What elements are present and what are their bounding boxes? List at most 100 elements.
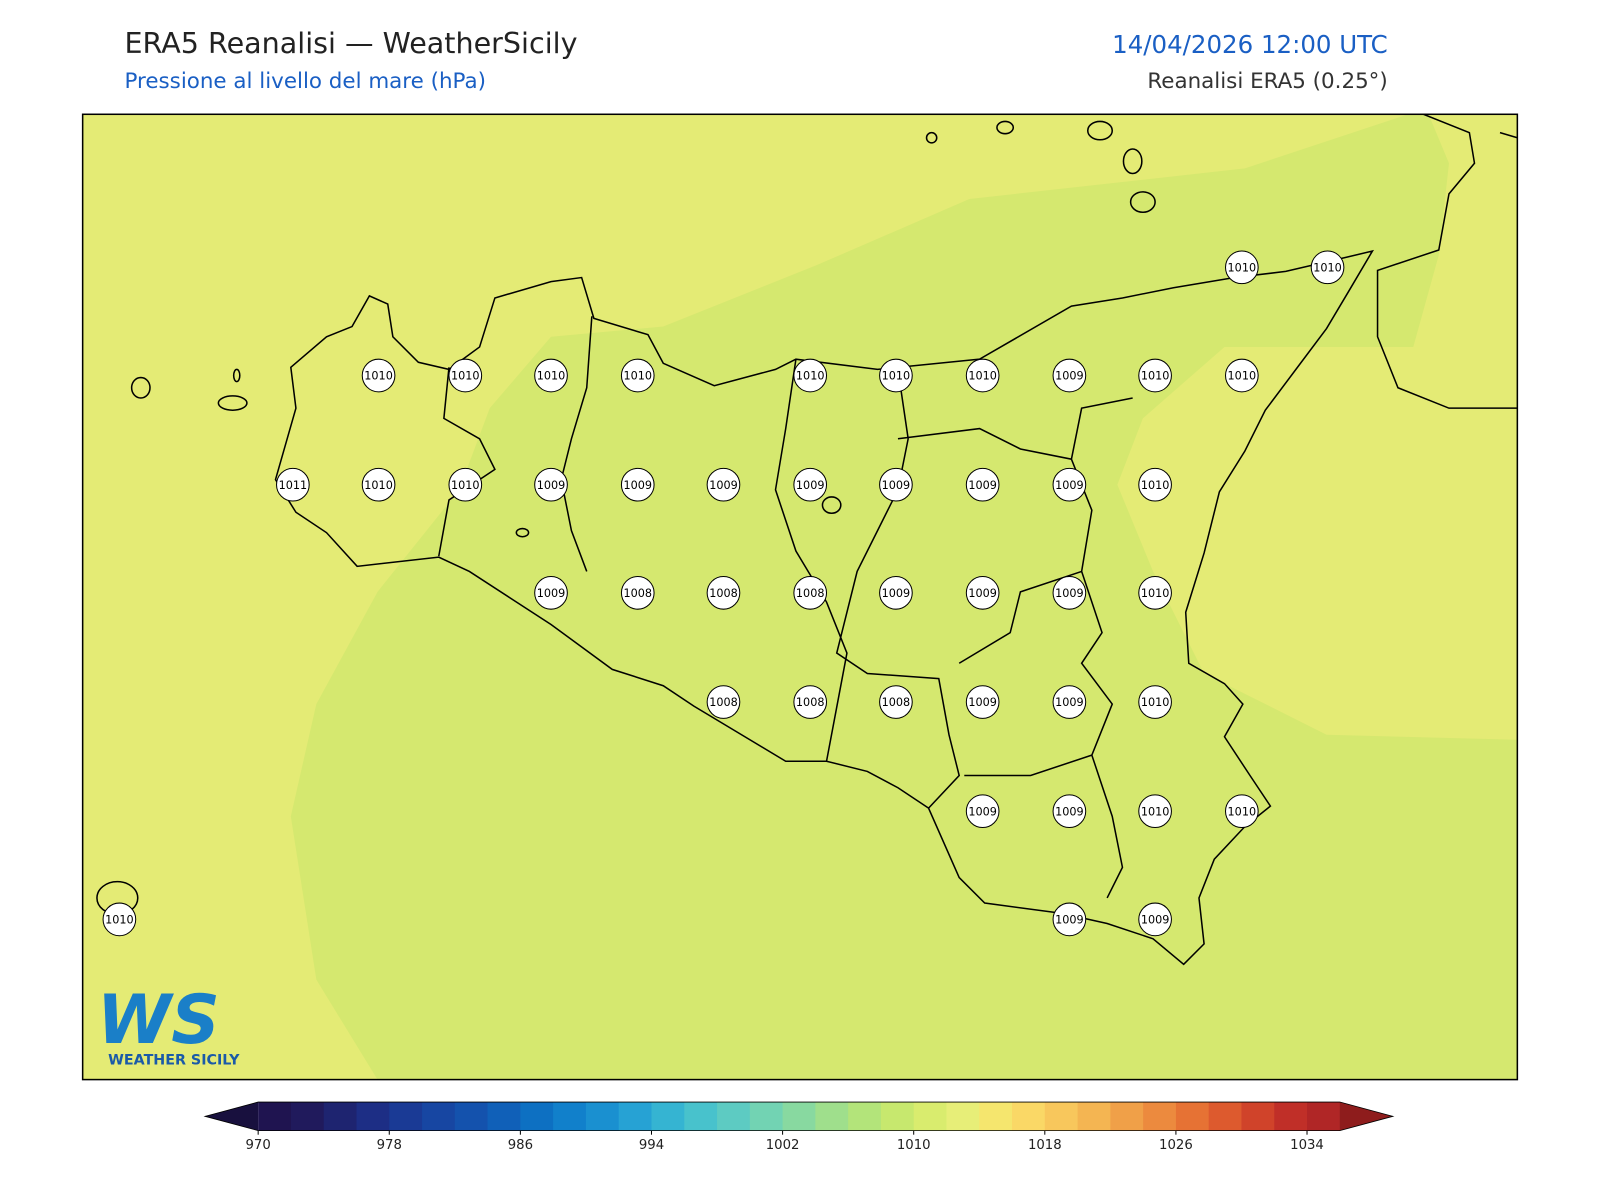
station-marker [102,902,137,937]
colorbar-segment [1241,1102,1275,1131]
station-marker [534,576,568,610]
colorbar-tick-label: 1002 [766,1138,800,1153]
station-value: 1010 [796,370,825,383]
station-marker [1052,685,1087,719]
colorbar-segment [1307,1102,1341,1131]
station-value: 1008 [882,696,911,709]
coastline [274,249,1375,966]
station-value: 1009 [709,479,738,492]
station-value: 1009 [1055,479,1084,492]
station-marker [1052,576,1087,610]
colorbar-segment [1175,1102,1210,1131]
colorbar-segment [913,1102,947,1131]
colorbar-segment [487,1102,521,1131]
station-marker [361,467,396,502]
station-marker [879,358,913,393]
station-marker [1138,685,1172,719]
station-marker [706,576,741,610]
colorbar-tick-label: 994 [639,1138,664,1153]
coastline-calabria [1376,114,1518,409]
station-value: 1009 [796,479,825,492]
station-marker [965,794,1000,829]
colorbar-segment [782,1102,816,1131]
station-marker [276,467,310,502]
station-marker [620,358,655,393]
station-value: 1010 [1141,696,1170,709]
colorbar-extend-low [205,1102,259,1131]
station-value: 1010 [1141,370,1170,383]
colorbar-segment [520,1102,554,1131]
station-marker [620,576,655,610]
station-value: 1009 [1055,370,1084,383]
station-value: 1010 [1141,805,1170,818]
station-marker [1225,250,1259,285]
colorbar-segment [1077,1102,1111,1131]
colorbar-segment [422,1102,456,1131]
station-value: 1008 [796,587,825,600]
logo-mark: WS [97,980,220,1059]
station-marker [965,467,1000,502]
station-value: 1010 [105,913,134,926]
colorbar-tick-label: 978 [377,1138,402,1153]
colorbar-segment [1044,1102,1079,1131]
colorbar-segment [880,1102,915,1131]
colorbar-segment [1143,1102,1177,1131]
station-marker [620,467,655,502]
station-marker [534,358,568,393]
station-value: 1010 [364,370,393,383]
station-value: 1009 [1141,913,1170,926]
station-value: 1010 [882,370,911,383]
date: 14/04/2026 12:00 UTC [1112,30,1388,59]
station-value: 1010 [364,479,393,492]
colorbar-segment [1274,1102,1308,1131]
station-marker [879,467,913,502]
station-value: 1010 [1228,370,1257,383]
station-marker [1138,794,1172,829]
station-marker [361,358,396,393]
colorbar-segment [651,1102,685,1131]
station-marker [793,358,828,393]
station-value: 1010 [537,370,566,383]
station-value: 1009 [1055,805,1084,818]
station-marker [1138,576,1172,610]
station-value: 1009 [1055,587,1084,600]
title: ERA5 Reanalisi — WeatherSicily [124,26,577,60]
colorbar-segment [356,1102,390,1131]
station-marker [879,685,913,719]
station-value: 1010 [968,370,997,383]
colorbar-segment [1208,1102,1242,1131]
station-value: 1010 [451,370,480,383]
frame [81,113,1519,1081]
colorbar-segment [848,1102,882,1131]
station-value: 1010 [1313,261,1342,274]
station-marker [1225,358,1259,393]
station-marker [1052,358,1087,393]
colorbar-tick-label: 970 [246,1138,271,1153]
colorbar-segment [1012,1102,1046,1131]
station-marker [793,467,828,502]
station-value: 1010 [623,370,652,383]
station-value: 1009 [1055,696,1084,709]
station-marker [879,576,913,610]
logo: WS WEATHER SICILY [97,980,240,1068]
station-value: 1010 [1228,261,1257,274]
station-value: 1009 [882,479,911,492]
station-value: 1009 [968,805,997,818]
station-marker [1138,902,1172,937]
station-marker [1138,467,1172,502]
colorbar-segment [1110,1102,1144,1131]
station-value: 1010 [1228,805,1257,818]
colorbar-tick-label: 1034 [1290,1138,1324,1153]
station-value: 1010 [1141,587,1170,600]
station-marker [965,685,1000,719]
colorbar-tick-label: 986 [508,1138,533,1153]
station-marker [534,467,568,502]
colorbar-segment [454,1102,489,1131]
station-marker [793,576,828,610]
station-value: 1009 [537,587,566,600]
station-value: 1009 [968,696,997,709]
station-marker [793,685,828,719]
source: Reanalisi ERA5 (0.25°) [1147,69,1387,94]
station-value: 1010 [1141,479,1170,492]
station-marker [1052,902,1087,937]
